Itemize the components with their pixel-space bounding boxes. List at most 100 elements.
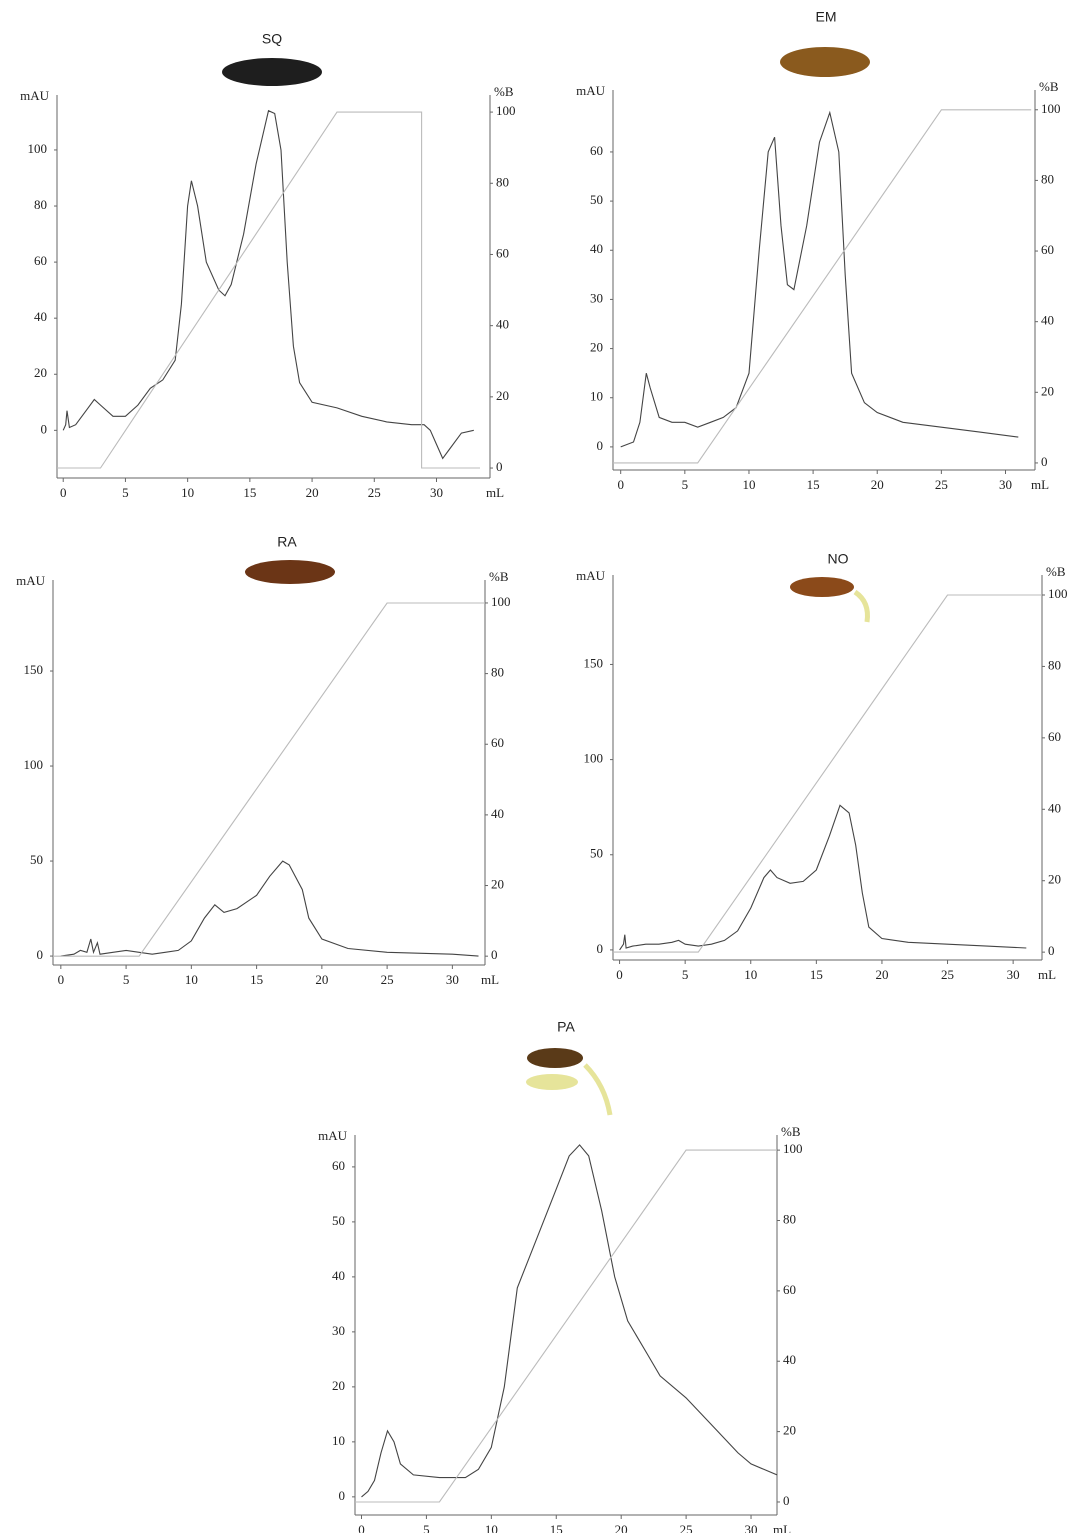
y-tick-label: 10 <box>332 1433 345 1448</box>
y-tick-label: 150 <box>584 655 604 670</box>
chart-title: NO <box>828 551 849 567</box>
x-tick-label: 15 <box>807 477 820 492</box>
absorbance-line <box>60 860 479 957</box>
x-tick-label: 10 <box>185 972 198 987</box>
x-tick-label: 5 <box>423 1522 430 1533</box>
x-tick-label: 30 <box>745 1522 758 1533</box>
x-axis-label: mL <box>486 485 504 500</box>
y2-tick-label: 60 <box>496 245 509 260</box>
x-tick-label: 30 <box>1007 967 1020 982</box>
x-tick-label: 0 <box>617 477 624 492</box>
y2-tick-label: 40 <box>1041 313 1054 328</box>
y2-tick-label: 40 <box>496 317 509 332</box>
y-tick-label: 0 <box>597 941 604 956</box>
x-tick-label: 0 <box>60 485 67 500</box>
x-tick-label: 10 <box>744 967 757 982</box>
x-tick-label: 20 <box>875 967 888 982</box>
specimen-image <box>222 58 322 86</box>
y-tick-label: 100 <box>584 751 604 766</box>
y-tick-label: 0 <box>597 438 604 453</box>
y2-tick-label: 0 <box>1041 454 1048 469</box>
gradient-line <box>613 594 1042 953</box>
x-tick-label: 25 <box>935 477 948 492</box>
x-tick-label: 20 <box>615 1522 628 1533</box>
x-axis-label: mL <box>481 972 499 987</box>
x-tick-label: 25 <box>680 1522 693 1533</box>
x-tick-label: 20 <box>306 485 319 500</box>
x-tick-label: 30 <box>430 485 443 500</box>
y-tick-label: 0 <box>339 1488 346 1503</box>
y2-tick-label: 60 <box>1041 242 1054 257</box>
specimen-image <box>583 1063 613 1116</box>
y2-tick-label: 80 <box>783 1211 796 1226</box>
x-tick-label: 15 <box>243 485 256 500</box>
gradient-line <box>57 111 480 469</box>
absorbance-line <box>619 804 1027 951</box>
y-tick-label: 60 <box>590 143 603 158</box>
specimen-image <box>790 577 854 597</box>
y2-tick-label: 20 <box>783 1423 796 1438</box>
y-tick-label: 20 <box>590 340 603 355</box>
x-tick-label: 25 <box>381 972 394 987</box>
y2-tick-label: 60 <box>1048 729 1061 744</box>
chart-title: PA <box>557 1019 575 1035</box>
y2-tick-label: 80 <box>1048 657 1061 672</box>
y-axis-label: mAU <box>576 83 606 98</box>
y-tick-label: 20 <box>34 365 47 380</box>
y-tick-label: 30 <box>332 1323 345 1338</box>
x-tick-label: 10 <box>485 1522 498 1533</box>
x-tick-label: 0 <box>616 967 623 982</box>
y2-axis-label: %B <box>489 569 509 584</box>
x-axis-label: mL <box>1031 477 1049 492</box>
x-tick-label: 15 <box>550 1522 563 1533</box>
y-tick-label: 10 <box>590 389 603 404</box>
y2-tick-label: 20 <box>491 877 504 892</box>
y2-tick-label: 100 <box>1048 586 1068 601</box>
y-tick-label: 20 <box>332 1378 345 1393</box>
y2-tick-label: 100 <box>783 1141 803 1156</box>
y2-tick-label: 40 <box>1048 800 1061 815</box>
specimen-image <box>526 1074 578 1090</box>
y-tick-label: 100 <box>24 757 44 772</box>
gradient-line <box>613 109 1032 464</box>
y-axis-label: mAU <box>16 573 46 588</box>
x-tick-label: 25 <box>368 485 381 500</box>
y-tick-label: 60 <box>34 253 47 268</box>
absorbance-line <box>361 1144 778 1498</box>
y2-axis-label: %B <box>1046 564 1066 579</box>
y-tick-label: 50 <box>30 852 43 867</box>
absorbance-line <box>62 109 474 460</box>
y2-tick-label: 0 <box>491 947 498 962</box>
x-axis-label: mL <box>773 1522 791 1533</box>
y2-tick-label: 60 <box>491 735 504 750</box>
y2-tick-label: 0 <box>1048 943 1055 958</box>
x-tick-label: 10 <box>181 485 194 500</box>
y2-tick-label: 0 <box>783 1493 790 1508</box>
y2-tick-label: 100 <box>1041 101 1061 116</box>
y2-tick-label: 80 <box>496 174 509 189</box>
y2-tick-label: 100 <box>496 103 516 118</box>
y-tick-label: 60 <box>332 1158 345 1173</box>
y-tick-label: 40 <box>332 1268 345 1283</box>
y2-tick-label: 20 <box>496 388 509 403</box>
x-tick-label: 20 <box>315 972 328 987</box>
y2-tick-label: 60 <box>783 1282 796 1297</box>
y2-tick-label: 20 <box>1048 872 1061 887</box>
y2-tick-label: 80 <box>1041 171 1054 186</box>
y2-axis-label: %B <box>1039 79 1059 94</box>
x-tick-label: 5 <box>682 967 689 982</box>
chart-title: SQ <box>262 31 282 47</box>
x-tick-label: 15 <box>810 967 823 982</box>
y-tick-label: 50 <box>332 1213 345 1228</box>
y-tick-label: 80 <box>34 197 47 212</box>
y-tick-label: 40 <box>34 309 47 324</box>
specimen-image <box>245 560 335 584</box>
x-tick-label: 0 <box>58 972 65 987</box>
absorbance-line <box>620 110 1019 448</box>
y-axis-label: mAU <box>576 568 606 583</box>
x-tick-label: 5 <box>122 485 129 500</box>
y2-tick-label: 40 <box>783 1352 796 1367</box>
y-tick-label: 50 <box>590 846 603 861</box>
y-tick-label: 0 <box>37 947 44 962</box>
